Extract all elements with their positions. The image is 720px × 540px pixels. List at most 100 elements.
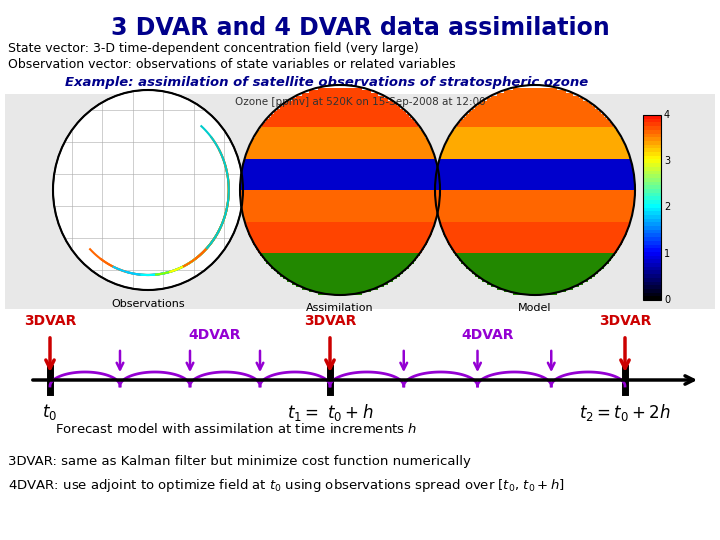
FancyBboxPatch shape — [436, 177, 634, 179]
FancyBboxPatch shape — [266, 119, 414, 122]
FancyBboxPatch shape — [269, 117, 411, 119]
FancyBboxPatch shape — [240, 198, 440, 200]
FancyBboxPatch shape — [436, 200, 634, 203]
FancyBboxPatch shape — [487, 282, 583, 285]
FancyBboxPatch shape — [244, 161, 436, 164]
FancyBboxPatch shape — [459, 122, 611, 124]
Ellipse shape — [53, 90, 243, 290]
Bar — [643, 267, 661, 271]
FancyBboxPatch shape — [446, 143, 624, 145]
FancyBboxPatch shape — [246, 156, 435, 159]
Text: 4DVAR: 4DVAR — [189, 328, 241, 342]
FancyBboxPatch shape — [440, 221, 631, 224]
Bar — [643, 171, 661, 174]
Bar — [643, 278, 661, 281]
FancyBboxPatch shape — [255, 245, 425, 248]
FancyBboxPatch shape — [280, 274, 400, 276]
FancyBboxPatch shape — [479, 103, 592, 106]
Text: 4DVAR: use adjoint to optimize field at $t_0$ using observations spread over [$t: 4DVAR: use adjoint to optimize field at … — [8, 477, 565, 494]
FancyBboxPatch shape — [280, 106, 400, 109]
FancyBboxPatch shape — [462, 261, 609, 264]
FancyBboxPatch shape — [256, 248, 423, 251]
FancyBboxPatch shape — [497, 287, 573, 290]
Text: 3DVAR: 3DVAR — [304, 314, 356, 328]
Bar — [643, 137, 661, 141]
FancyBboxPatch shape — [447, 240, 623, 242]
FancyBboxPatch shape — [241, 208, 438, 211]
FancyBboxPatch shape — [248, 232, 432, 234]
FancyBboxPatch shape — [274, 111, 406, 114]
FancyBboxPatch shape — [450, 135, 620, 138]
FancyBboxPatch shape — [513, 292, 557, 295]
FancyBboxPatch shape — [251, 237, 429, 240]
Bar — [643, 259, 661, 263]
FancyBboxPatch shape — [450, 245, 620, 248]
FancyBboxPatch shape — [487, 98, 583, 101]
FancyBboxPatch shape — [242, 211, 438, 214]
Bar — [643, 241, 661, 245]
Bar — [643, 233, 661, 237]
FancyBboxPatch shape — [435, 195, 635, 198]
FancyBboxPatch shape — [246, 153, 433, 156]
FancyBboxPatch shape — [309, 90, 372, 93]
FancyBboxPatch shape — [464, 264, 606, 266]
FancyBboxPatch shape — [451, 248, 618, 251]
Bar — [643, 126, 661, 130]
FancyBboxPatch shape — [258, 130, 422, 132]
Text: 3DVAR: same as Kalman filter but minimize cost function numerically: 3DVAR: same as Kalman filter but minimiz… — [8, 455, 471, 468]
FancyBboxPatch shape — [287, 279, 392, 282]
Bar — [643, 271, 661, 274]
FancyBboxPatch shape — [244, 219, 436, 221]
FancyBboxPatch shape — [438, 164, 632, 166]
FancyBboxPatch shape — [441, 224, 629, 227]
FancyBboxPatch shape — [441, 156, 629, 159]
FancyBboxPatch shape — [435, 193, 635, 195]
FancyBboxPatch shape — [472, 272, 598, 274]
Bar — [643, 281, 661, 285]
Text: State vector: 3-D time-dependent concentration field (very large): State vector: 3-D time-dependent concent… — [8, 42, 419, 55]
FancyBboxPatch shape — [462, 119, 609, 122]
Bar — [643, 207, 661, 211]
FancyBboxPatch shape — [5, 94, 715, 309]
Bar — [643, 215, 661, 219]
FancyBboxPatch shape — [309, 290, 372, 292]
FancyBboxPatch shape — [472, 109, 598, 111]
Bar — [643, 200, 661, 204]
FancyBboxPatch shape — [438, 214, 632, 216]
Text: 3DVAR: 3DVAR — [24, 314, 76, 328]
Text: 3: 3 — [664, 156, 670, 166]
Bar — [643, 119, 661, 123]
FancyBboxPatch shape — [240, 185, 440, 187]
Text: $t_2 = t_0 + 2h$: $t_2 = t_0 + 2h$ — [579, 402, 671, 423]
Bar — [643, 211, 661, 215]
Text: 1: 1 — [664, 249, 670, 259]
FancyBboxPatch shape — [482, 279, 588, 282]
FancyBboxPatch shape — [436, 179, 634, 182]
FancyBboxPatch shape — [302, 287, 378, 290]
FancyBboxPatch shape — [436, 172, 634, 174]
Bar — [643, 174, 661, 178]
Bar — [643, 145, 661, 148]
FancyBboxPatch shape — [240, 182, 440, 185]
FancyBboxPatch shape — [284, 276, 397, 279]
Bar — [643, 274, 661, 278]
FancyBboxPatch shape — [243, 214, 438, 216]
FancyBboxPatch shape — [241, 206, 439, 208]
Bar — [643, 197, 661, 200]
Bar — [643, 189, 661, 193]
FancyBboxPatch shape — [449, 242, 621, 245]
FancyBboxPatch shape — [302, 93, 378, 96]
FancyBboxPatch shape — [455, 127, 615, 130]
FancyBboxPatch shape — [318, 87, 362, 90]
Text: 4DVAR: 4DVAR — [462, 328, 514, 342]
FancyBboxPatch shape — [457, 124, 613, 127]
FancyBboxPatch shape — [447, 140, 623, 143]
FancyBboxPatch shape — [240, 203, 439, 206]
FancyBboxPatch shape — [240, 187, 440, 190]
FancyBboxPatch shape — [464, 117, 606, 119]
FancyBboxPatch shape — [264, 122, 416, 124]
FancyBboxPatch shape — [492, 96, 579, 98]
Text: $t_1 = \ t_0 + h$: $t_1 = \ t_0 + h$ — [287, 402, 373, 423]
FancyBboxPatch shape — [292, 282, 388, 285]
FancyBboxPatch shape — [455, 253, 615, 255]
